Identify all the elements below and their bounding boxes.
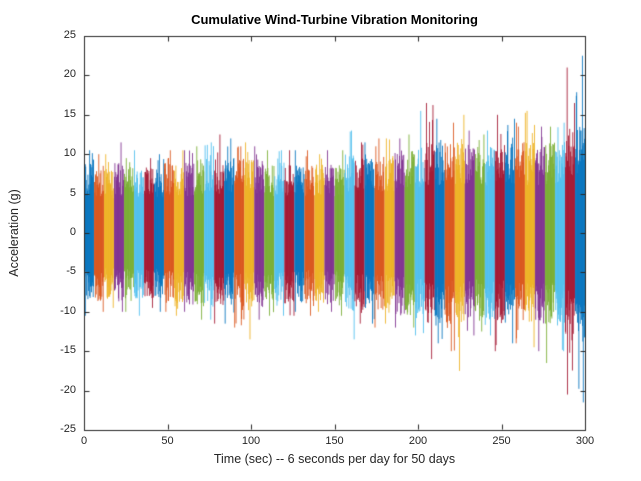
y-tick-label: -5 — [66, 265, 76, 278]
y-tick-label: -25 — [60, 423, 76, 435]
x-tick-label: 300 — [575, 435, 595, 447]
x-axis-label: Time (sec) -- 6 seconds per day for 50 d… — [213, 452, 456, 466]
x-tick-label: 0 — [80, 435, 88, 447]
y-tick-label: 15 — [63, 107, 76, 120]
y-axis-label: Acceleration (g) — [7, 189, 21, 277]
y-tick-label: 0 — [69, 226, 76, 238]
x-tick-label: 150 — [325, 435, 344, 447]
y-tick-label: 5 — [69, 186, 76, 199]
y-tick-label: -20 — [60, 383, 76, 396]
chart-title: Cumulative Wind-Turbine Vibration Monito… — [191, 12, 478, 27]
y-tick-label: -10 — [60, 304, 76, 317]
x-tick-label: 250 — [492, 435, 511, 447]
x-tick-label: 200 — [408, 435, 428, 447]
x-tick-label: 100 — [241, 435, 261, 447]
x-tick-label: 50 — [161, 435, 174, 447]
y-tick-label: 20 — [63, 68, 76, 81]
y-tick-label: 10 — [63, 147, 76, 160]
y-tick-label: 25 — [63, 29, 76, 41]
y-tick-label: -15 — [60, 344, 76, 357]
